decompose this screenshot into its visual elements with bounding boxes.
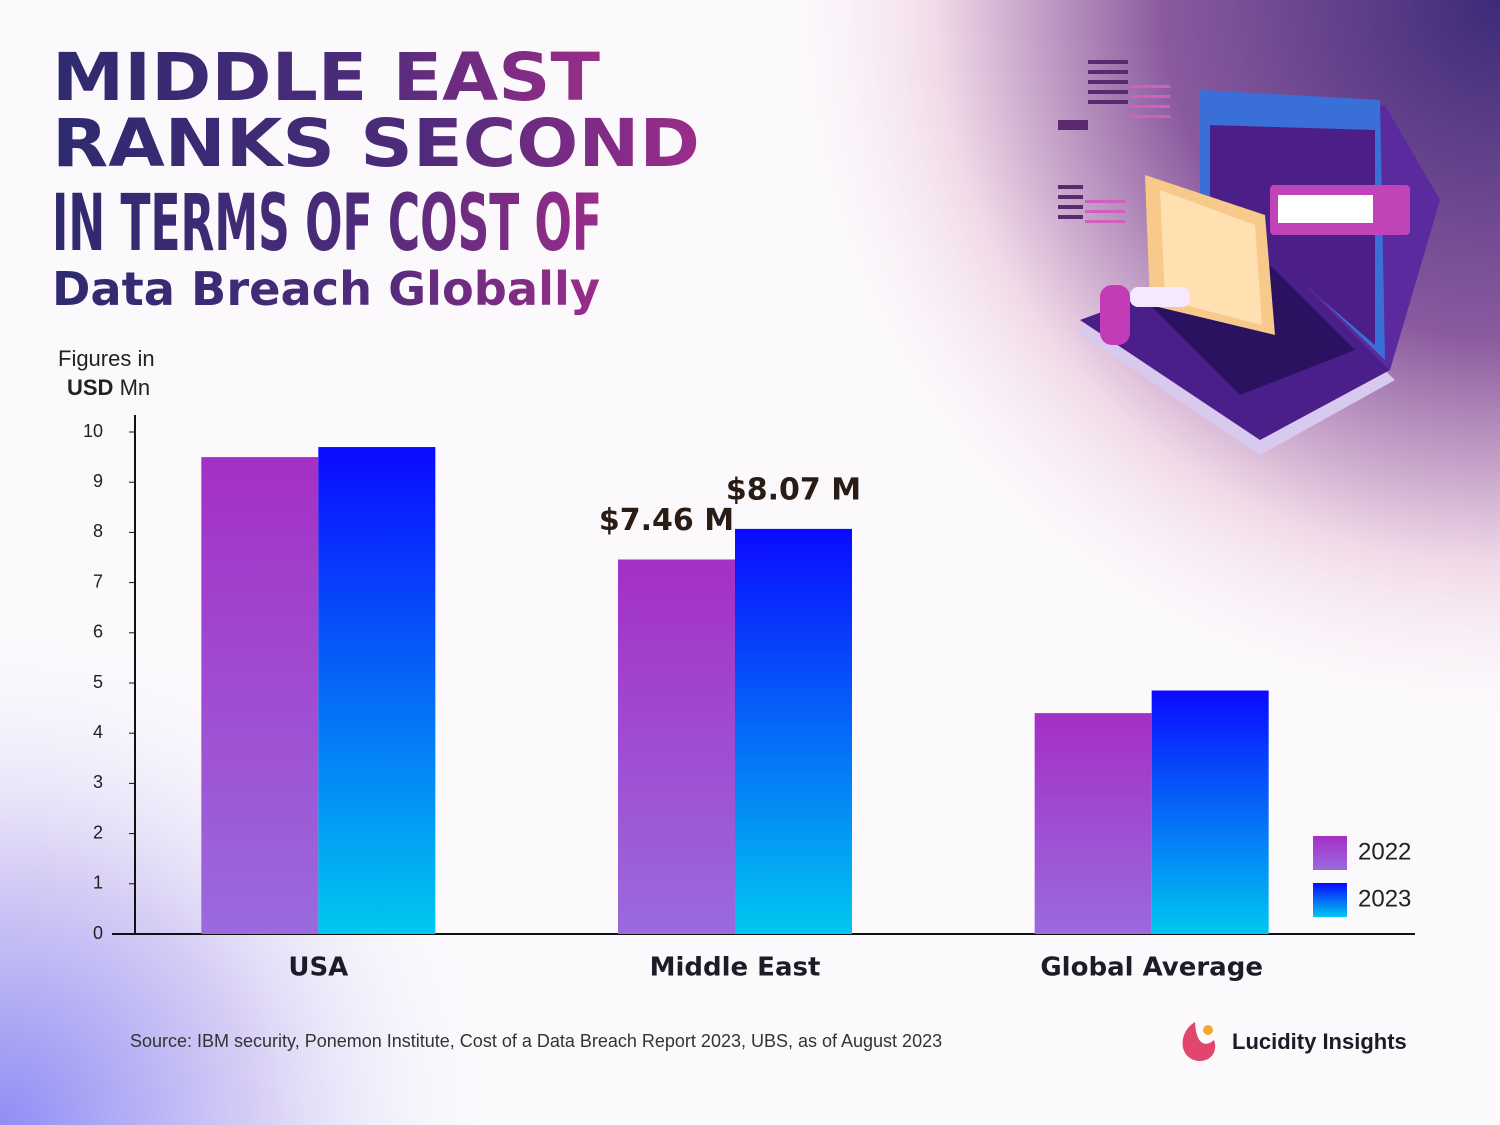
y-tick-label: 2 [93, 822, 103, 842]
x-tick-label: Global Average [1040, 953, 1263, 983]
y-axis-unit: USD [67, 375, 113, 400]
y-tick-label: 7 [93, 571, 103, 591]
y-axis-unit: Mn [120, 375, 151, 400]
bar [735, 528, 852, 934]
legend-label: 2023 [1358, 885, 1411, 912]
bar [201, 457, 319, 934]
y-tick-label: 1 [93, 873, 103, 893]
title-line: MIDDLE EAST [52, 39, 600, 116]
bar [1151, 690, 1269, 934]
bar [618, 559, 735, 934]
brand-logo [1182, 1022, 1216, 1062]
bar [318, 447, 436, 934]
title-line: IN TERMS OF COST OF [52, 179, 602, 269]
bar [1034, 713, 1152, 934]
y-tick-label: 3 [93, 772, 103, 792]
y-tick-label: 6 [93, 622, 103, 642]
legend-swatch [1313, 836, 1347, 870]
title-line: RANKS SECOND [52, 105, 700, 182]
y-axis-label: Figures in [58, 346, 155, 371]
source-note: Source: IBM security, Ponemon Institute,… [130, 1031, 942, 1051]
laptop-illustration [1058, 60, 1440, 455]
value-label: $7.46 M [599, 503, 734, 538]
legend-swatch [1313, 883, 1347, 917]
y-tick-label: 8 [93, 521, 103, 541]
x-tick-label: Middle East [650, 953, 821, 983]
legend-label: 2022 [1358, 838, 1411, 865]
y-tick-label: 4 [93, 722, 103, 742]
y-tick-label: 0 [93, 923, 103, 943]
y-tick-label: 5 [93, 672, 103, 692]
y-tick-label: 9 [93, 471, 103, 491]
title-line: Data Breach Globally [52, 262, 600, 316]
brand-name: Lucidity Insights [1232, 1029, 1407, 1054]
value-label: $8.07 M [726, 472, 861, 507]
x-tick-label: USA [288, 953, 348, 983]
y-tick-label: 10 [83, 421, 103, 441]
y-axis-label: USD Mn [67, 375, 150, 400]
